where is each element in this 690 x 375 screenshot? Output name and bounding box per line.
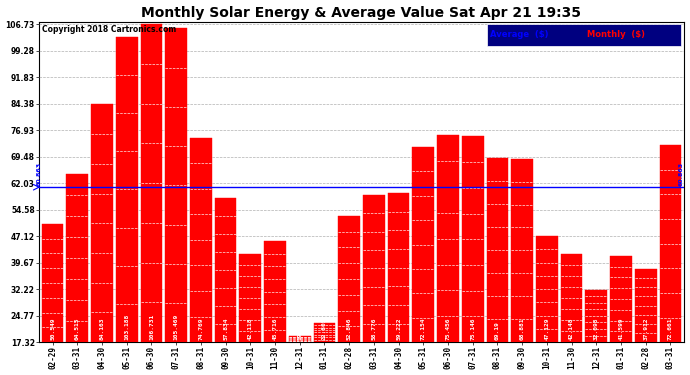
Text: 74.769: 74.769 bbox=[198, 318, 204, 340]
Bar bbox=[338, 216, 360, 342]
Text: 106.731: 106.731 bbox=[149, 314, 154, 340]
Text: Average  ($): Average ($) bbox=[491, 30, 549, 39]
Text: 32.098: 32.098 bbox=[594, 318, 599, 340]
Text: 75.456: 75.456 bbox=[446, 318, 451, 340]
Text: 37.912: 37.912 bbox=[643, 318, 648, 340]
Text: Monthly  ($): Monthly ($) bbox=[587, 30, 645, 39]
Bar bbox=[215, 198, 237, 342]
Bar bbox=[486, 158, 509, 342]
Text: 57.834: 57.834 bbox=[223, 318, 228, 340]
Bar bbox=[561, 254, 582, 342]
Text: 52.846: 52.846 bbox=[346, 318, 352, 340]
Bar bbox=[536, 236, 558, 342]
Text: 22.805: 22.805 bbox=[322, 318, 327, 340]
Title: Monthly Solar Energy & Average Value Sat Apr 21 19:35: Monthly Solar Energy & Average Value Sat… bbox=[141, 6, 582, 20]
Bar bbox=[41, 224, 63, 342]
Bar bbox=[91, 104, 113, 342]
Text: 45.716: 45.716 bbox=[273, 318, 277, 340]
Bar bbox=[313, 322, 335, 342]
Text: 41.599: 41.599 bbox=[618, 318, 624, 340]
Text: 103.188: 103.188 bbox=[124, 314, 129, 340]
Text: 47.129: 47.129 bbox=[544, 318, 549, 340]
Bar bbox=[264, 241, 286, 342]
Text: 75.146: 75.146 bbox=[470, 318, 475, 340]
Text: 84.163: 84.163 bbox=[99, 318, 104, 340]
Bar bbox=[585, 290, 607, 342]
Bar bbox=[511, 159, 533, 342]
Bar bbox=[388, 193, 409, 342]
Text: 64.515: 64.515 bbox=[75, 318, 80, 340]
FancyBboxPatch shape bbox=[487, 24, 681, 46]
Text: 72.154: 72.154 bbox=[421, 318, 426, 340]
Bar bbox=[289, 336, 311, 342]
Text: 105.469: 105.469 bbox=[174, 314, 179, 340]
Bar bbox=[190, 138, 212, 342]
Bar bbox=[116, 37, 137, 342]
Text: 50.549: 50.549 bbox=[50, 318, 55, 340]
Text: Copyright 2018 Cartronics.com: Copyright 2018 Cartronics.com bbox=[42, 25, 177, 34]
Bar bbox=[141, 24, 162, 342]
Bar bbox=[413, 147, 434, 342]
Bar bbox=[239, 254, 261, 342]
Bar bbox=[635, 269, 657, 342]
Text: 60.863: 60.863 bbox=[679, 162, 684, 186]
Bar bbox=[462, 136, 484, 342]
Text: 69.19: 69.19 bbox=[495, 322, 500, 340]
Text: 72.661: 72.661 bbox=[668, 318, 673, 340]
Bar bbox=[660, 145, 681, 342]
Text: 58.776: 58.776 bbox=[371, 318, 376, 340]
Text: 59.222: 59.222 bbox=[396, 318, 401, 340]
Bar bbox=[66, 174, 88, 342]
Text: 60.863: 60.863 bbox=[37, 162, 41, 186]
Bar bbox=[166, 28, 187, 342]
Text: 68.881: 68.881 bbox=[520, 318, 524, 340]
Bar bbox=[610, 256, 632, 342]
Bar bbox=[363, 195, 385, 342]
Text: 19.075: 19.075 bbox=[297, 318, 302, 340]
Text: 42.118: 42.118 bbox=[248, 318, 253, 340]
Text: 42.148: 42.148 bbox=[569, 318, 574, 340]
Bar bbox=[437, 135, 459, 342]
